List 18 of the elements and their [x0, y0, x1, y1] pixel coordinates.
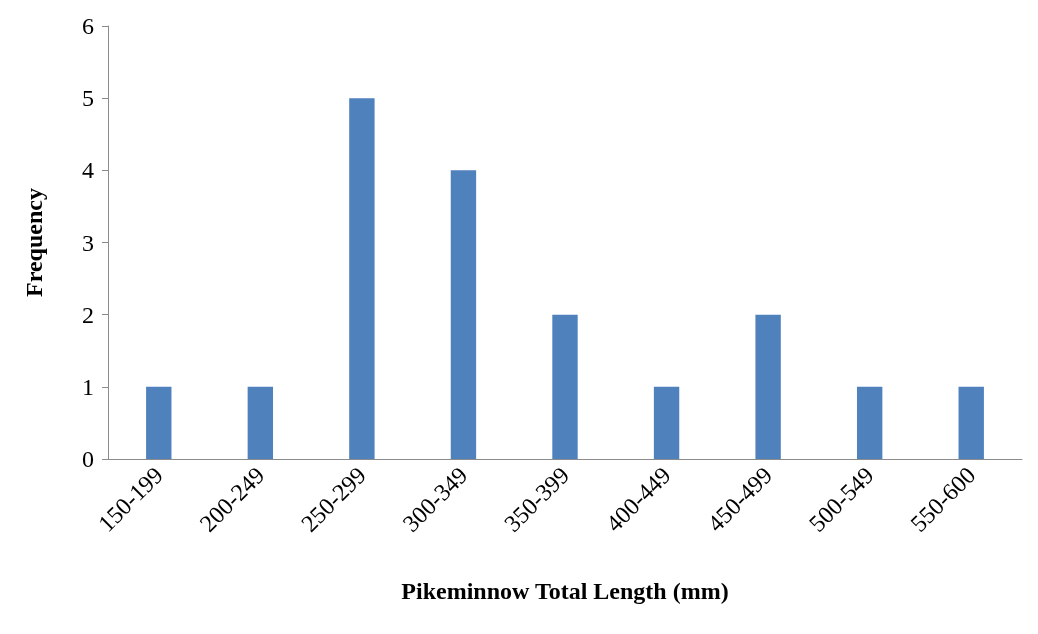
y-axis-title: Frequency	[21, 188, 47, 297]
x-axis-title: Pikeminnow Total Length (mm)	[401, 578, 729, 604]
y-tick-label: 4	[82, 157, 94, 184]
y-tick-label: 5	[82, 85, 94, 112]
y-tick-label: 2	[82, 301, 94, 328]
bar	[349, 98, 375, 459]
bar	[146, 386, 172, 459]
y-tick-label: 6	[82, 13, 94, 39]
bar	[247, 386, 274, 459]
bar	[856, 386, 883, 459]
bar	[450, 170, 477, 459]
y-tick-label: 1	[82, 373, 94, 400]
bar	[653, 386, 680, 459]
y-tick-label: 0	[82, 446, 94, 472]
bar	[958, 386, 984, 459]
y-tick-label: 3	[82, 229, 94, 256]
bar	[755, 314, 781, 459]
bar	[552, 314, 578, 459]
